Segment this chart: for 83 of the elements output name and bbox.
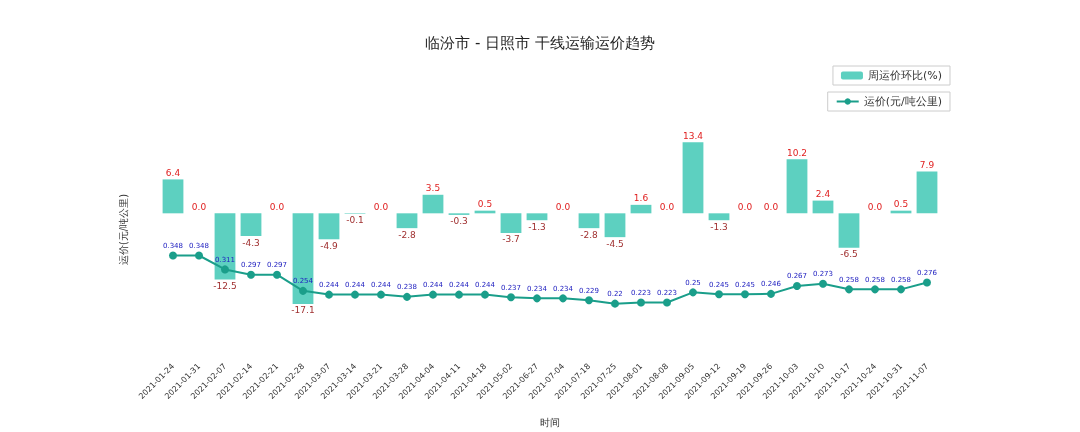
data-label: 3.5 (425, 183, 441, 194)
point (481, 290, 489, 299)
point (897, 285, 905, 294)
point (195, 251, 203, 260)
bar (812, 200, 834, 214)
bar (578, 213, 600, 229)
bar (786, 159, 808, 214)
point (741, 290, 749, 299)
bar (526, 213, 548, 221)
point (351, 290, 359, 299)
point (507, 293, 515, 302)
data-label: 0.0 (555, 201, 571, 212)
data-label: 0.0 (867, 201, 883, 212)
data-label: -1.3 (710, 221, 728, 232)
point (533, 294, 541, 303)
chart-title: 临汾市 - 日照市 干线运输运价趋势 (425, 33, 655, 52)
data-label: -2.8 (398, 229, 417, 240)
point (793, 281, 801, 290)
legend-label: 周运价环比(%) (867, 69, 943, 82)
data-label: -3.7 (502, 234, 520, 245)
point (715, 290, 723, 299)
bar (292, 213, 314, 304)
point (611, 299, 619, 308)
point (247, 270, 255, 279)
point (559, 294, 567, 303)
point (845, 285, 853, 294)
data-label: 0.0 (763, 201, 779, 212)
point (377, 290, 385, 299)
point (871, 285, 879, 294)
bar (422, 194, 444, 214)
data-label: 2.4 (815, 189, 831, 200)
data-label: 0.0 (659, 201, 675, 212)
x-axis-title: 时间 (540, 416, 560, 428)
point (169, 251, 177, 260)
point (273, 270, 281, 279)
point (819, 279, 827, 288)
point (637, 298, 645, 307)
point (429, 290, 437, 299)
data-label: 0.0 (269, 201, 285, 212)
data-label: -17.1 (291, 305, 315, 316)
point (299, 286, 307, 295)
data-label: 13.4 (682, 130, 704, 141)
data-label: -0.1 (346, 215, 364, 226)
data-label: 7.9 (919, 159, 935, 170)
point (663, 298, 671, 307)
data-label: 1.6 (633, 193, 649, 204)
bar (604, 213, 626, 238)
data-label: 0.0 (737, 201, 753, 212)
data-label: -4.9 (320, 240, 339, 251)
data-label: -2.8 (580, 229, 599, 240)
point (455, 290, 463, 299)
point (221, 265, 229, 274)
data-label: 10.2 (786, 147, 808, 158)
point (325, 290, 333, 299)
point (689, 288, 697, 297)
bar (838, 213, 860, 248)
data-label: -4.5 (606, 238, 624, 249)
point (923, 278, 931, 287)
y-axis-title: 运价(元/吨公里) (117, 193, 129, 266)
bar (396, 213, 418, 229)
bar (682, 142, 704, 214)
bar (214, 213, 236, 280)
data-label: 0.5 (893, 199, 909, 210)
data-label: -4.3 (242, 237, 260, 248)
bar (162, 179, 184, 214)
data-label: 0.0 (191, 201, 207, 212)
data-label: -1.3 (528, 221, 546, 232)
data-label: 6.4 (165, 167, 181, 178)
data-label: -6.5 (840, 249, 858, 260)
data-label: 0.5 (477, 199, 493, 210)
bar (916, 171, 938, 214)
legend-label: 运价(元/吨公里) (863, 95, 943, 108)
point (403, 292, 411, 301)
data-label: -0.3 (450, 216, 468, 227)
bar (500, 213, 522, 233)
point (767, 289, 775, 298)
bar (318, 213, 340, 240)
bar (630, 204, 652, 214)
bar (240, 213, 262, 237)
data-label: 0.0 (373, 201, 389, 212)
data-label: -12.5 (213, 281, 237, 292)
bar (708, 213, 730, 221)
point (585, 296, 593, 305)
